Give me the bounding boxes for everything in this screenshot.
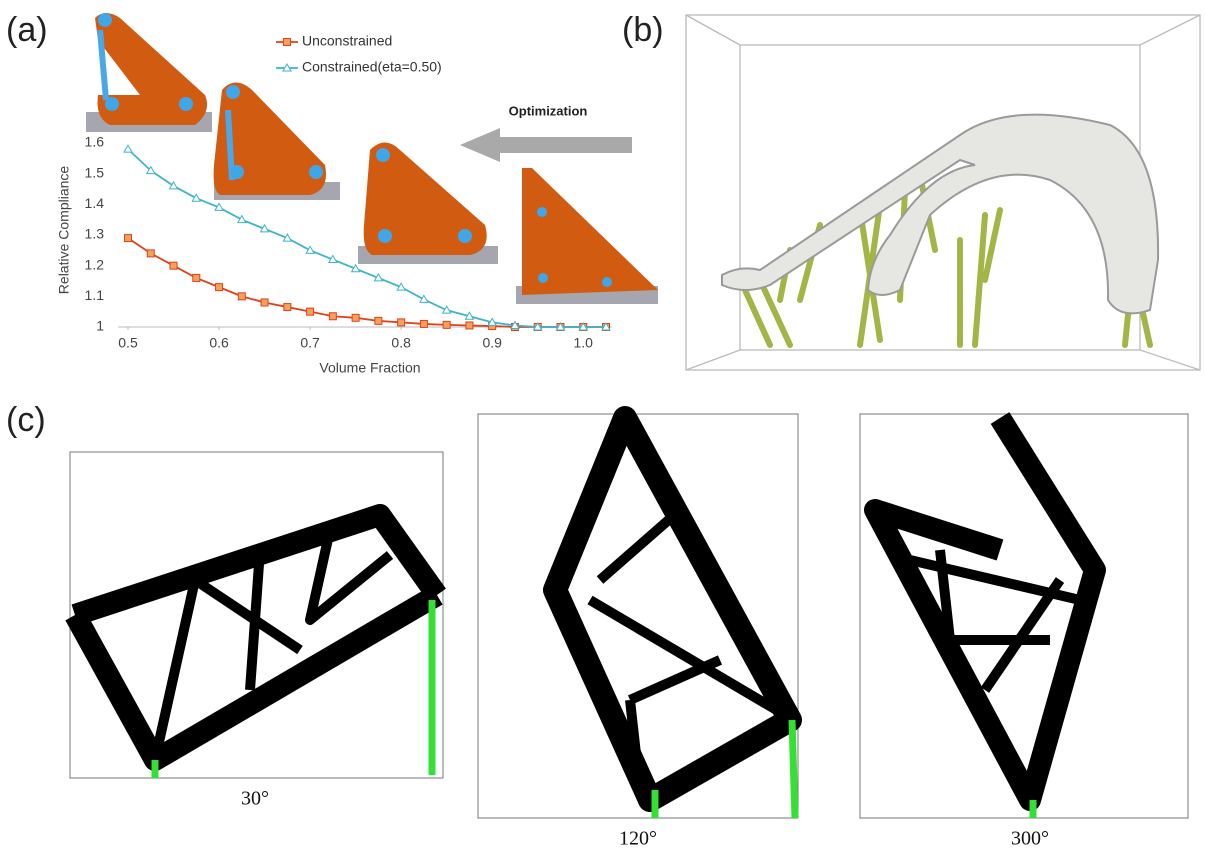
angle-label: 300° — [1011, 828, 1049, 850]
marker — [351, 313, 360, 322]
marker — [419, 319, 428, 328]
marker — [214, 202, 224, 211]
panel-label: (b) — [622, 11, 664, 49]
marker — [282, 233, 293, 242]
x-tick-label: 0.7 — [300, 335, 320, 351]
series-line — [127, 148, 606, 328]
marker — [328, 312, 337, 321]
marker — [555, 321, 566, 331]
marker — [124, 234, 132, 243]
y-tick-label: 1.6 — [85, 134, 105, 150]
marker — [259, 223, 270, 233]
marker — [236, 214, 247, 224]
angle-label: 30° — [241, 788, 269, 810]
y-tick-label: 1.3 — [85, 226, 105, 242]
marker — [215, 283, 224, 292]
marker — [327, 254, 338, 264]
marker — [191, 193, 202, 202]
marker — [260, 298, 269, 307]
legend-label: Unconstrained — [302, 33, 392, 49]
y-tick-label: 1.2 — [85, 256, 105, 272]
marker — [350, 263, 361, 273]
panel-b-render — [685, 14, 1201, 371]
marker — [510, 320, 520, 329]
panel-label: (a) — [6, 11, 48, 49]
marker — [441, 305, 452, 314]
bracket-images — [86, 13, 658, 304]
y-tick-label: 1.5 — [85, 164, 105, 180]
marker — [442, 320, 451, 329]
arrow — [460, 128, 632, 162]
marker — [305, 245, 315, 254]
marker — [373, 272, 384, 282]
marker — [487, 317, 498, 326]
x-tick-label: 1.0 — [574, 335, 594, 351]
marker — [169, 261, 178, 270]
panel-c-images — [65, 406, 1189, 819]
marker — [306, 307, 315, 316]
y-tick-label: 1 — [96, 318, 104, 334]
x-axis-title: Volume Fraction — [319, 360, 420, 376]
marker — [146, 249, 155, 258]
panel-b-structure — [721, 113, 1160, 348]
x-tick-label: 0.8 — [391, 335, 411, 351]
marker — [396, 282, 407, 291]
annotation: Optimization — [509, 103, 588, 118]
x-tick-label: 0.9 — [482, 335, 502, 351]
marker — [168, 180, 179, 190]
x-tick-label: 0.6 — [209, 335, 229, 351]
legend-label: Constrained(eta=0.50) — [302, 59, 442, 75]
y-tick-label: 1.1 — [85, 287, 105, 303]
marker — [465, 321, 474, 330]
marker — [192, 273, 201, 282]
marker — [145, 165, 156, 175]
x-tick-label: 0.5 — [118, 335, 138, 351]
marker — [283, 303, 292, 312]
marker — [601, 321, 611, 331]
legend-marker — [283, 38, 291, 46]
y-axis-title: Relative Compliance — [56, 166, 72, 295]
marker — [419, 294, 429, 303]
marker — [374, 316, 383, 325]
marker — [578, 321, 589, 331]
angle-label: 120° — [619, 828, 657, 850]
y-tick-label: 1.4 — [85, 195, 105, 211]
marker — [397, 318, 406, 327]
marker — [123, 144, 133, 153]
legend-marker — [282, 62, 292, 72]
marker — [237, 292, 246, 301]
marker — [464, 311, 475, 320]
panel-label: (c) — [6, 401, 46, 439]
marker — [532, 321, 543, 331]
